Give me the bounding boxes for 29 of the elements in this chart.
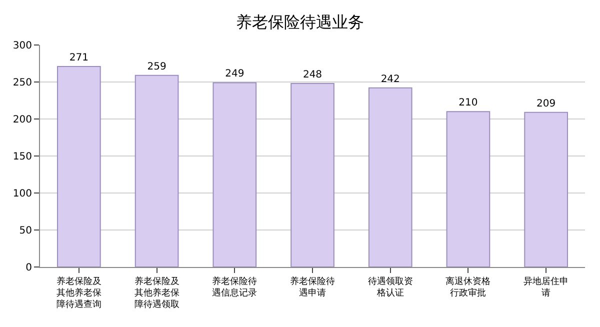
y-tick-label: 0 xyxy=(26,262,32,274)
data-label: 249 xyxy=(225,68,244,80)
y-tick-label: 100 xyxy=(12,188,32,200)
data-label: 242 xyxy=(380,74,400,85)
x-tick-label: 养老保险及其他养老保障待遇领取 xyxy=(134,276,180,310)
bar xyxy=(524,112,568,267)
bar xyxy=(212,82,257,267)
x-tick-label: 养老保险待遇信息记录 xyxy=(212,276,258,298)
data-label: 259 xyxy=(147,61,166,72)
x-tick-label: 待遇领取资格认证 xyxy=(368,276,413,298)
x-tick-label: 异地居住申请 xyxy=(524,276,569,298)
bar xyxy=(57,66,101,267)
data-label: 210 xyxy=(458,98,478,109)
bar xyxy=(446,111,490,267)
bar xyxy=(134,74,179,267)
y-tick-label: 250 xyxy=(12,78,32,88)
y-tick-label: 300 xyxy=(12,40,32,52)
chart-title: 养老保险待遇业务 xyxy=(236,12,364,32)
data-label: 209 xyxy=(536,98,556,110)
bar xyxy=(290,82,334,267)
x-tick-label: 养老保险及其他养老保障待遇查询 xyxy=(56,276,102,310)
y-tick-label: 150 xyxy=(12,152,32,162)
x-tick-label: 离退休资格行政审批 xyxy=(446,276,491,298)
y-tick-label: 50 xyxy=(19,226,32,236)
x-tick-label: 养老保险待遇申请 xyxy=(290,276,335,298)
y-tick-label: 200 xyxy=(12,114,32,126)
data-label: 248 xyxy=(302,69,322,80)
data-label: 271 xyxy=(69,52,88,64)
bar xyxy=(368,87,412,267)
